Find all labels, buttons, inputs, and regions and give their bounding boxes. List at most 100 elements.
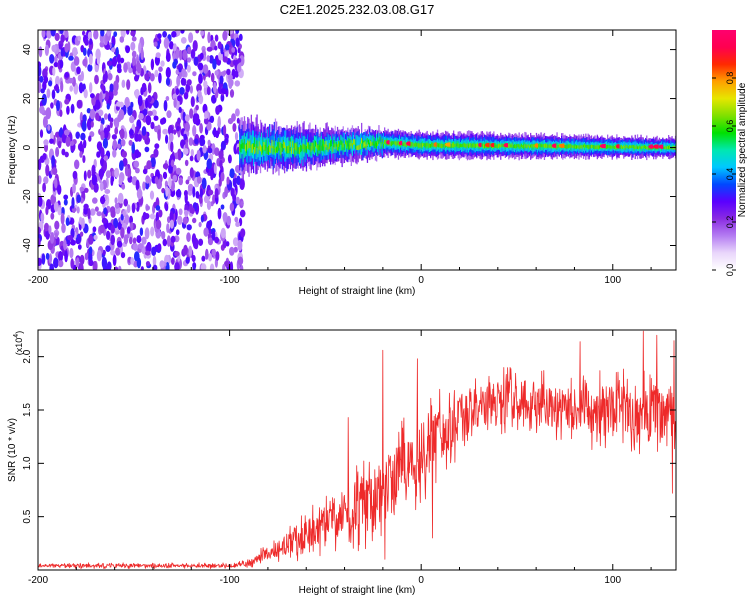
heatmap-cell <box>188 245 193 257</box>
heatmap-cell <box>210 173 214 181</box>
heatmap-cell <box>209 115 215 124</box>
heatmap-cell <box>359 143 362 149</box>
heatmap-cell <box>134 149 140 159</box>
heatmap-cell <box>137 95 143 107</box>
heatmap-cell <box>158 66 163 72</box>
heatmap-cell <box>369 142 371 147</box>
heatmap-cell <box>290 147 293 154</box>
heatmap-cell <box>287 145 289 153</box>
heatmap-cell <box>217 41 222 50</box>
heatmap-cell <box>150 58 155 71</box>
heatmap-cell <box>101 217 108 224</box>
heatmap-cell <box>96 141 103 151</box>
heatmap-cell <box>226 241 230 247</box>
heatmap-cell <box>140 266 144 270</box>
heatmap-cell <box>525 143 527 149</box>
heatmap-cell <box>581 145 583 150</box>
heatmap-cell <box>190 96 195 108</box>
heatmap-cell <box>192 71 197 77</box>
heatmap-cell <box>121 183 126 190</box>
heatmap-cell <box>229 246 235 256</box>
heatmap-cell <box>395 141 397 147</box>
heatmap-cell <box>168 41 174 50</box>
heatmap-cell <box>630 145 632 149</box>
heatmap-cell <box>453 142 455 148</box>
heatmap-cell <box>185 256 190 264</box>
heatmap-cell <box>193 56 199 66</box>
heatmap-cell <box>70 140 75 146</box>
heatmap-cell <box>117 143 121 149</box>
heatmap-cell <box>411 142 413 147</box>
heatmap-cell <box>297 147 300 154</box>
chart-title: C2E1.2025.232.03.08.G17 <box>280 2 435 17</box>
heatmap-cell <box>87 207 91 220</box>
heatmap-cell <box>50 194 57 205</box>
heatmap-cell <box>318 140 320 150</box>
heatmap-cell <box>203 195 209 204</box>
heatmap-cell <box>84 38 89 46</box>
heatmap-cell <box>372 141 374 146</box>
heatmap-cell <box>666 146 669 149</box>
heatmap-cell <box>403 141 405 147</box>
heatmap-cell <box>100 130 105 141</box>
heatmap-cell <box>455 143 457 147</box>
heatmap-cell <box>374 142 377 146</box>
heatmap-cell <box>67 235 73 241</box>
heatmap-cell <box>178 150 182 161</box>
heatmap-cell <box>154 143 160 149</box>
heatmap-cell <box>279 141 281 156</box>
heatmap-cell <box>54 232 58 239</box>
heatmap-cell <box>153 41 158 47</box>
heatmap-cell <box>61 223 66 234</box>
heatmap-cell <box>45 107 52 120</box>
heatmap-cell <box>124 96 130 108</box>
heatmap-cell <box>196 149 201 161</box>
heatmap-cell <box>230 187 235 197</box>
heatmap-cell <box>303 144 305 153</box>
heatmap-cell <box>50 102 54 109</box>
heatmap-cell <box>190 207 195 214</box>
heatmap-cell <box>461 144 463 148</box>
heatmap-cell <box>99 41 105 48</box>
heatmap-cell <box>111 134 117 140</box>
heatmap-cell <box>285 145 287 152</box>
heatmap-cell <box>597 145 600 150</box>
heatmap-cell <box>118 109 125 121</box>
heatmap-cell <box>232 237 239 247</box>
snr-plot-area <box>38 330 676 570</box>
heatmap-cell <box>38 226 41 235</box>
heatmap-cell <box>593 145 595 149</box>
heatmap-cell <box>218 150 224 160</box>
heatmap-cell <box>53 62 59 68</box>
heatmap-cell <box>145 114 152 126</box>
heatmap-cell <box>198 73 203 84</box>
heatmap-cell <box>313 146 316 153</box>
heatmap-cell <box>126 204 131 214</box>
heatmap-cell <box>171 31 177 38</box>
heatmap-cell <box>110 250 116 256</box>
heatmap-cell <box>176 75 181 87</box>
heatmap-cell <box>235 196 240 205</box>
heatmap-cell <box>545 143 547 148</box>
heatmap-cell <box>220 204 225 210</box>
heatmap-cell <box>327 140 329 148</box>
heatmap-cell <box>366 142 369 147</box>
heatmap-cell <box>259 144 262 152</box>
heatmap-cell <box>211 248 217 257</box>
heatmap-cell <box>226 176 230 185</box>
heatmap-cell <box>51 44 57 53</box>
heatmap-cell <box>89 82 93 94</box>
heatmap-cell <box>131 36 137 42</box>
heatmap-cell <box>612 145 615 149</box>
heatmap-cell <box>117 53 121 64</box>
heatmap-cell <box>181 68 187 78</box>
heatmap-cell <box>348 138 350 146</box>
heatmap-cell <box>192 217 197 224</box>
heatmap-cell <box>212 194 216 204</box>
heatmap-cell <box>640 146 642 150</box>
heatmap-cell <box>112 149 117 158</box>
heatmap-cell <box>385 140 387 145</box>
heatmap-cell <box>415 142 417 147</box>
heatmap-cell <box>109 83 114 92</box>
